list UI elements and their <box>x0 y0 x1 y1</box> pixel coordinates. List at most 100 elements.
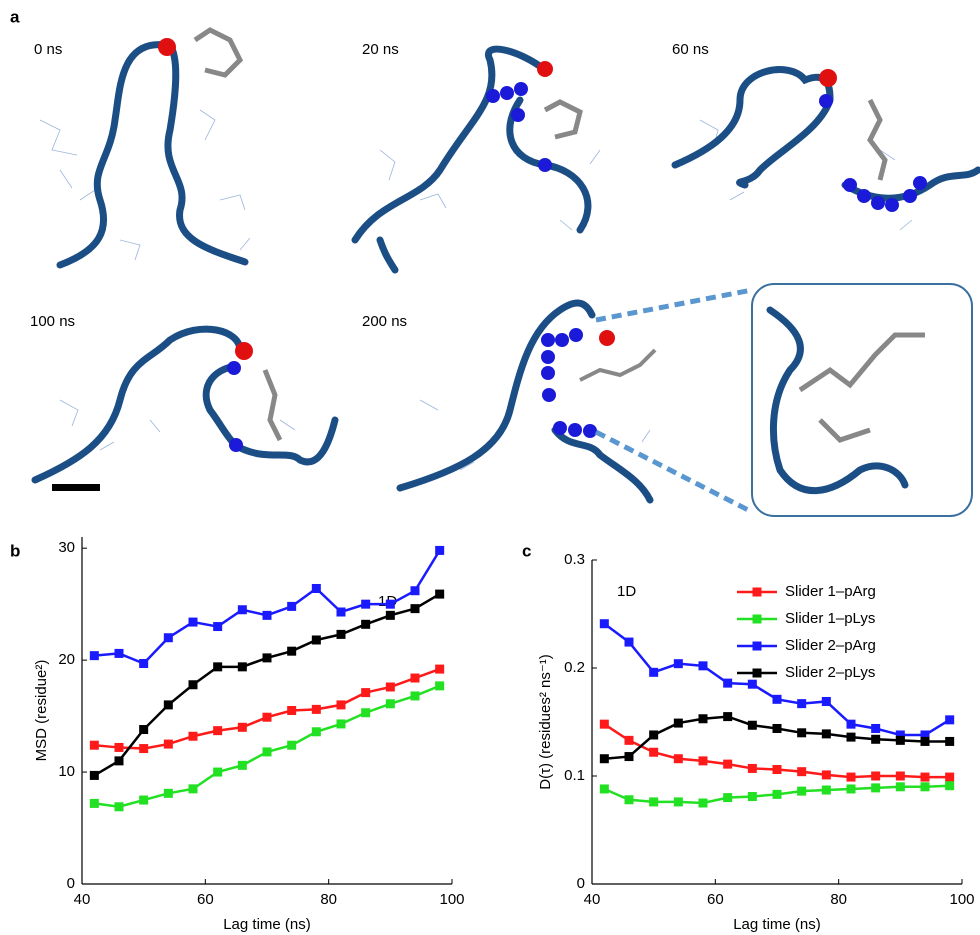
data-point <box>625 638 634 647</box>
data-point <box>189 784 198 793</box>
data-point <box>90 799 99 808</box>
data-point <box>674 719 683 728</box>
x-tick-label: 80 <box>830 891 847 908</box>
data-point <box>287 602 296 611</box>
x-tick-label: 100 <box>439 891 464 908</box>
legend-label: Slider 2–pArg <box>785 637 876 654</box>
data-point <box>411 674 420 683</box>
data-point <box>773 695 782 704</box>
data-point <box>723 793 732 802</box>
data-point <box>435 681 444 690</box>
data-point <box>649 797 658 806</box>
data-point <box>263 611 272 620</box>
frame-label: 60 ns <box>672 41 709 58</box>
data-point <box>139 659 148 668</box>
data-point <box>115 649 124 658</box>
data-point <box>797 767 806 776</box>
data-point <box>797 728 806 737</box>
data-point <box>287 647 296 656</box>
data-point <box>139 796 148 805</box>
data-point <box>921 737 930 746</box>
data-point <box>189 618 198 627</box>
x-axis-label: Lag time (ns) <box>223 916 311 933</box>
data-point <box>139 725 148 734</box>
panel-label: b <box>10 541 20 560</box>
data-point <box>625 736 634 745</box>
data-point <box>312 727 321 736</box>
data-point <box>896 772 905 781</box>
data-point <box>699 714 708 723</box>
data-point <box>871 735 880 744</box>
x-tick-label: 40 <box>74 891 91 908</box>
legend-marker <box>753 615 762 624</box>
x-tick-label: 40 <box>584 891 601 908</box>
y-tick-label: 10 <box>58 763 75 780</box>
data-point <box>435 590 444 599</box>
data-point <box>600 784 609 793</box>
legend-label: Slider 1–pArg <box>785 583 876 600</box>
legend-label: Slider 2–pLys <box>785 664 875 681</box>
data-point <box>600 619 609 628</box>
data-point <box>386 682 395 691</box>
data-point <box>238 662 247 671</box>
legend-label: Slider 1–pLys <box>785 610 875 627</box>
data-point <box>748 764 757 773</box>
data-point <box>871 772 880 781</box>
frame-label: 20 ns <box>362 41 399 58</box>
data-point <box>649 748 658 757</box>
x-tick-label: 60 <box>707 891 724 908</box>
y-tick-label: 0 <box>67 875 75 892</box>
data-point <box>411 604 420 613</box>
data-point <box>386 611 395 620</box>
data-point <box>361 620 370 629</box>
data-point <box>90 651 99 660</box>
data-point <box>287 706 296 715</box>
data-point <box>773 724 782 733</box>
data-point <box>600 754 609 763</box>
data-point <box>625 752 634 761</box>
data-point <box>649 730 658 739</box>
y-axis-label: MSD (residue²) <box>33 660 50 762</box>
data-point <box>748 680 757 689</box>
data-point <box>164 633 173 642</box>
data-point <box>649 668 658 677</box>
frame-label: 200 ns <box>362 313 407 330</box>
data-point <box>625 795 634 804</box>
molecule-sketch <box>40 30 250 265</box>
series-line <box>94 669 439 748</box>
data-point <box>411 691 420 700</box>
y-tick-label: 20 <box>58 651 75 668</box>
data-point <box>312 584 321 593</box>
data-point <box>386 600 395 609</box>
data-point <box>337 630 346 639</box>
legend-marker <box>753 642 762 651</box>
data-point <box>945 781 954 790</box>
data-point <box>699 756 708 765</box>
data-point <box>115 756 124 765</box>
x-tick-label: 100 <box>949 891 974 908</box>
data-point <box>822 786 831 795</box>
data-point <box>238 723 247 732</box>
data-point <box>361 600 370 609</box>
data-point <box>139 744 148 753</box>
data-point <box>723 712 732 721</box>
data-point <box>361 708 370 717</box>
data-point <box>748 792 757 801</box>
data-point <box>822 697 831 706</box>
molecule-sketch <box>355 49 600 270</box>
data-point <box>386 699 395 708</box>
data-point <box>723 679 732 688</box>
data-point <box>287 741 296 750</box>
data-point <box>312 635 321 644</box>
data-point <box>822 770 831 779</box>
panel-label: c <box>522 541 531 560</box>
data-point <box>189 732 198 741</box>
scale-bar <box>52 484 100 491</box>
data-point <box>361 688 370 697</box>
y-tick-label: 0.3 <box>564 551 585 568</box>
data-point <box>263 747 272 756</box>
data-point <box>797 699 806 708</box>
data-point <box>189 680 198 689</box>
data-point <box>748 721 757 730</box>
